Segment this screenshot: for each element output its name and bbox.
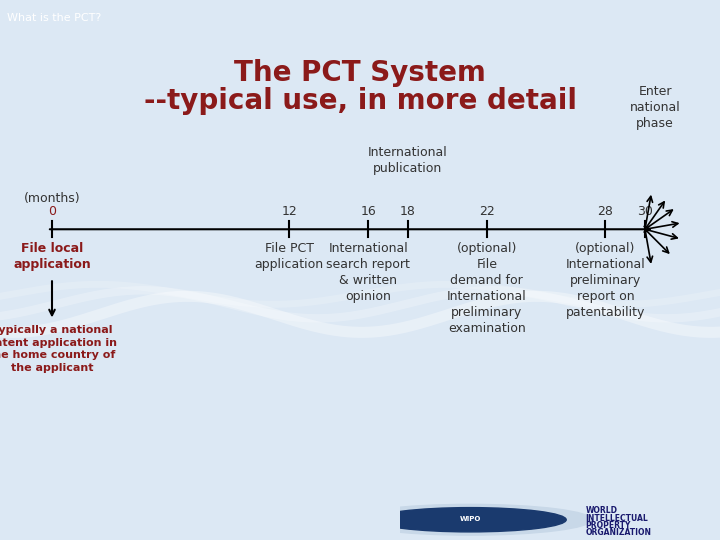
Text: Enter
national
phase: Enter national phase (629, 85, 680, 130)
Text: Typically a national
patent application in
the home country of
the applicant: Typically a national patent application … (0, 325, 117, 373)
Text: International
publication: International publication (368, 146, 448, 175)
Text: The PCT System: The PCT System (234, 59, 486, 87)
Text: File local
application: File local application (13, 242, 91, 271)
Text: 0: 0 (48, 205, 56, 218)
Text: WIPO: WIPO (459, 516, 481, 522)
Text: What is the PCT?: What is the PCT? (7, 12, 102, 23)
Text: (months): (months) (24, 192, 81, 205)
Text: 12: 12 (282, 205, 297, 218)
Text: 16: 16 (361, 205, 376, 218)
Text: 30: 30 (637, 205, 653, 218)
Text: (optional)
International
preliminary
report on
patentability: (optional) International preliminary rep… (566, 242, 645, 319)
Circle shape (348, 504, 592, 535)
Text: WORLD: WORLD (585, 507, 618, 515)
Text: 28: 28 (598, 205, 613, 218)
Text: PROPERTY: PROPERTY (585, 521, 631, 530)
Text: 22: 22 (479, 205, 495, 218)
Text: (optional)
File
demand for
International
preliminary
examination: (optional) File demand for International… (447, 242, 527, 335)
Text: --typical use, in more detail: --typical use, in more detail (143, 87, 577, 115)
Circle shape (374, 508, 566, 532)
Text: 18: 18 (400, 205, 415, 218)
Text: File PCT
application: File PCT application (255, 242, 324, 271)
Text: International
search report
& written
opinion: International search report & written op… (326, 242, 410, 303)
Text: INTELLECTUAL: INTELLECTUAL (585, 514, 648, 523)
Text: ORGANIZATION: ORGANIZATION (585, 528, 652, 537)
